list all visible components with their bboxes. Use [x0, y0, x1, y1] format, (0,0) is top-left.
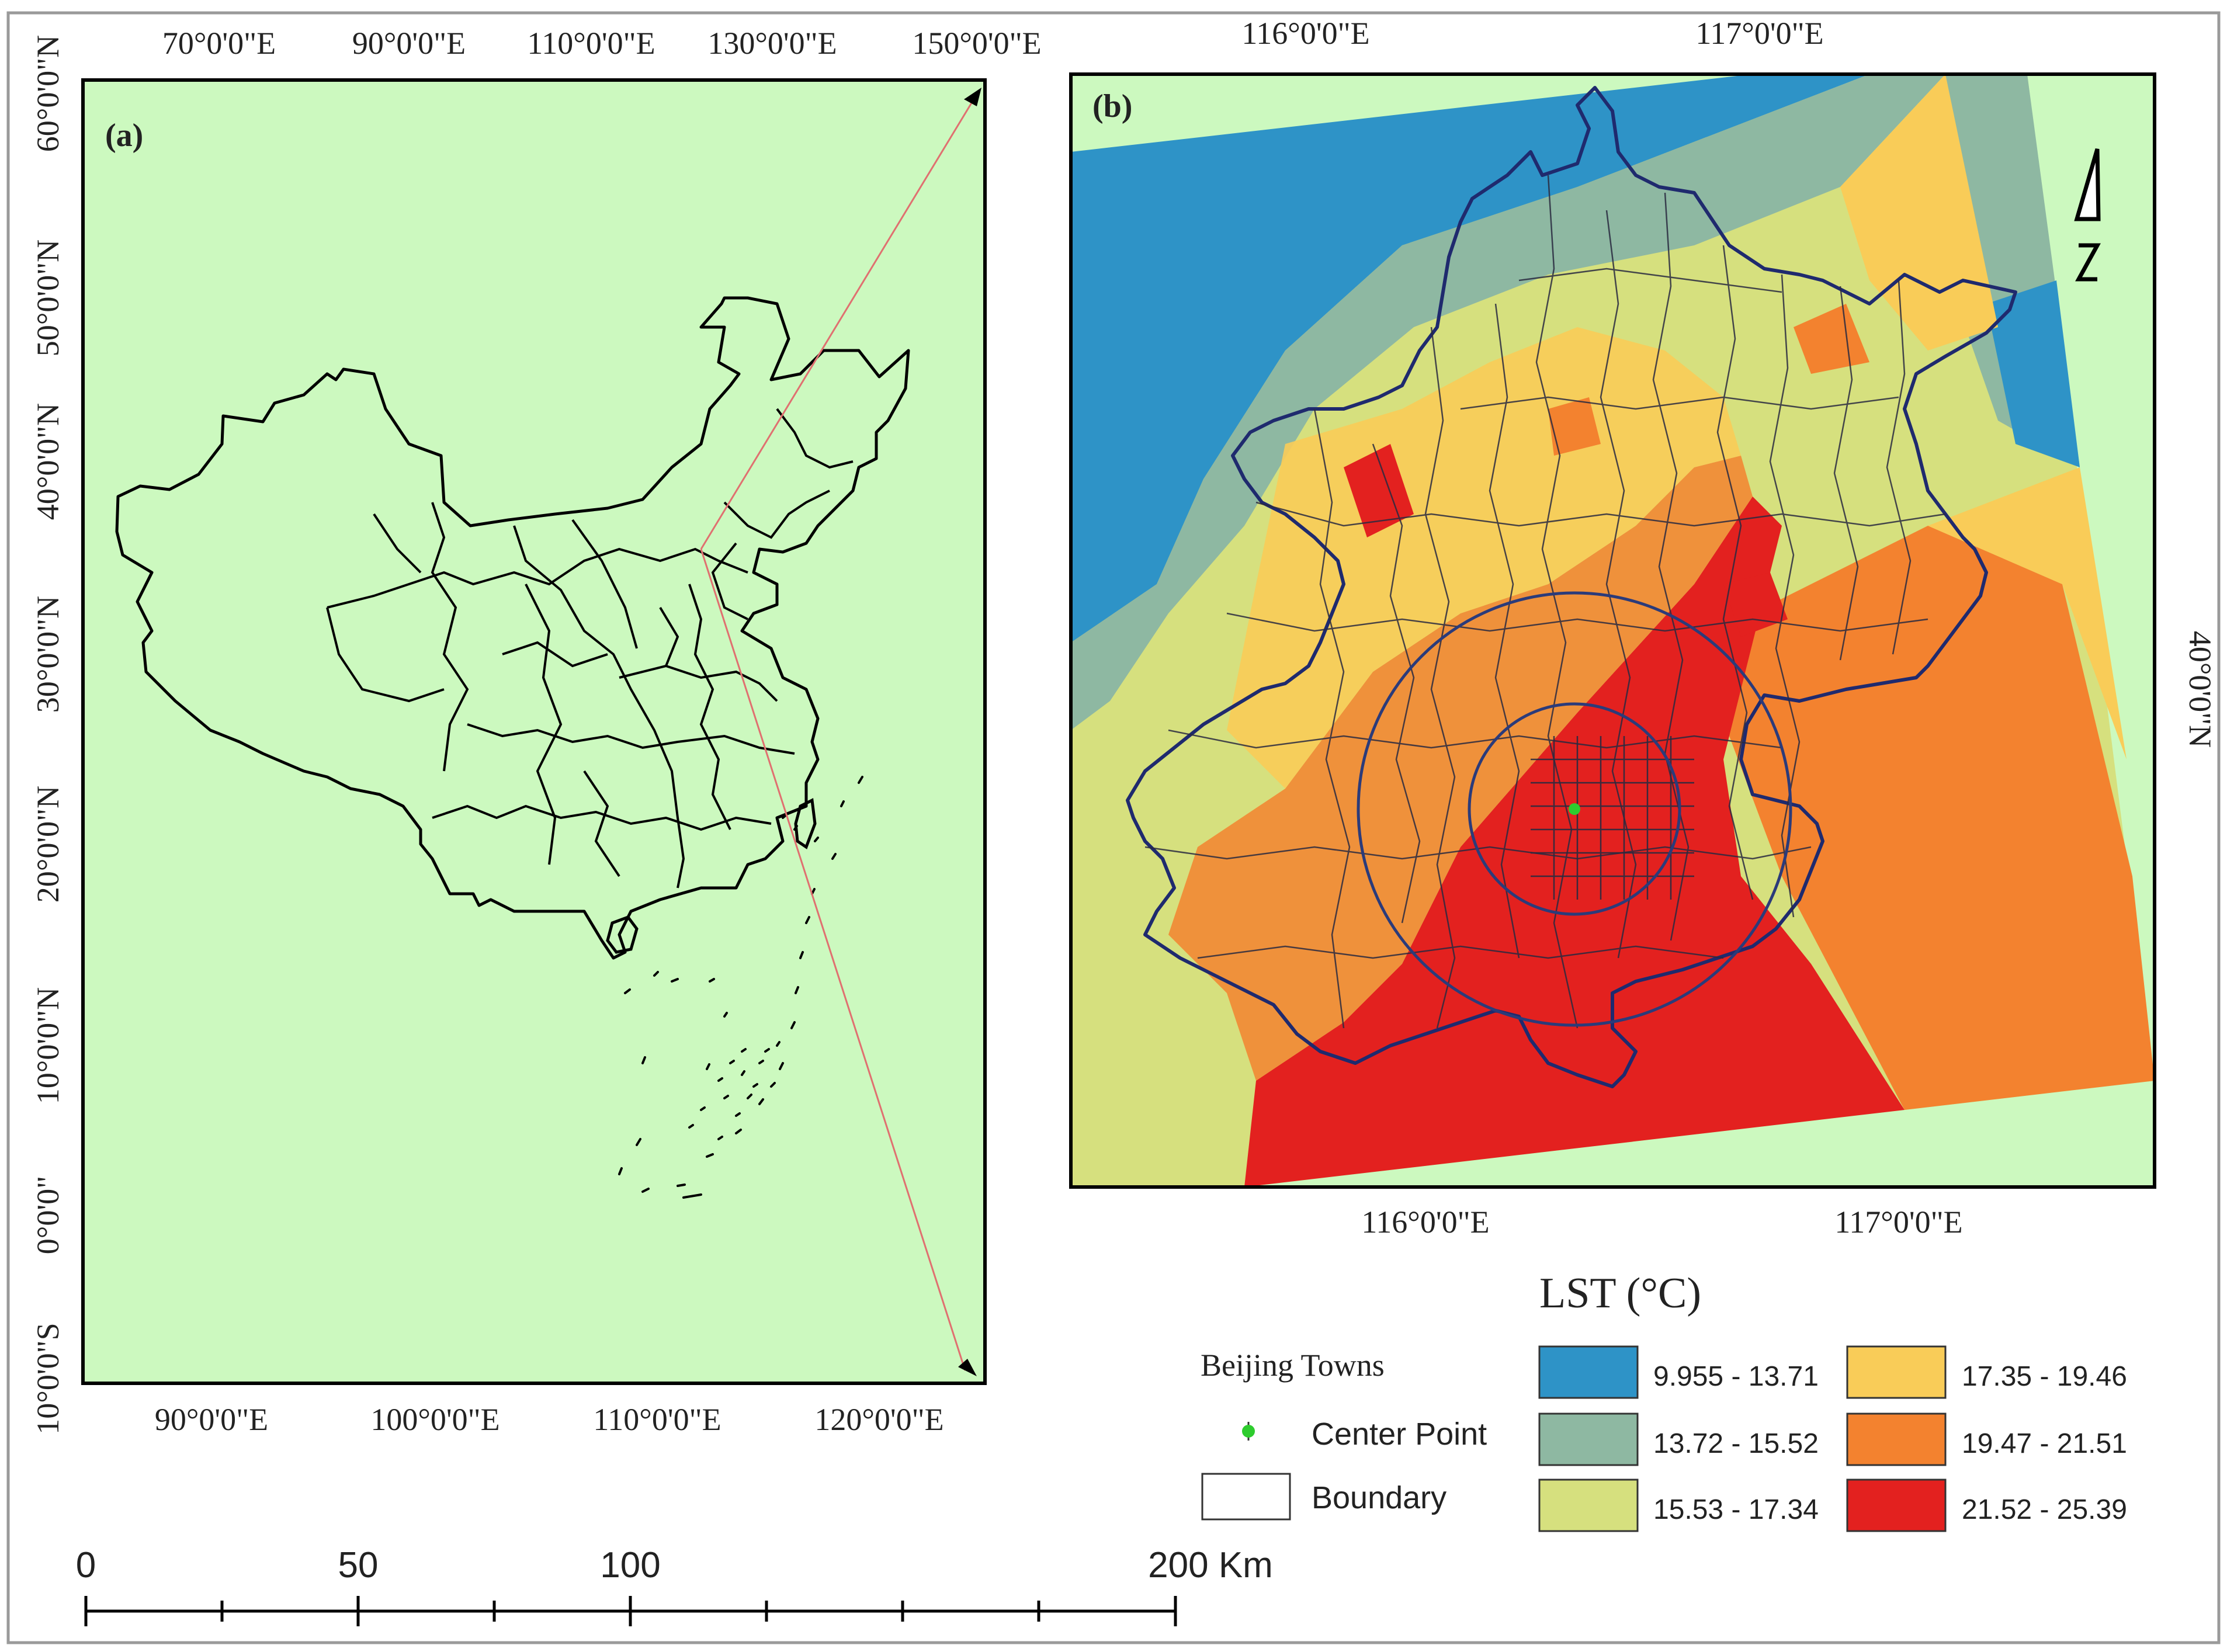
tick-label: 100°0'0"E — [370, 1402, 499, 1437]
center-point-marker — [1569, 803, 1580, 815]
legend-class-6: 21.52 - 25.39 — [1846, 1479, 2127, 1532]
tick-label: 116°0'0"E — [1361, 1205, 1489, 1240]
town-boundaries — [1144, 175, 1946, 1029]
panel-a-frame — [81, 78, 987, 1385]
legend-center-point-label: Center Point — [1312, 1417, 1487, 1452]
panel-b-label: (b) — [1092, 88, 1132, 124]
legend-swatch — [1846, 1479, 1947, 1532]
legend-swatch — [1538, 1345, 1639, 1399]
panel-b-top-ticks: 116°0'0"E 117°0'0"E — [1241, 16, 1823, 51]
legend-class-label: 15.53 - 17.34 — [1653, 1494, 1819, 1525]
legend-class-2: 13.72 - 15.52 — [1538, 1412, 1819, 1466]
north-arrow-icon — [2074, 148, 2101, 282]
tick-label: 30°0'0"N — [30, 596, 65, 713]
distance-rings — [1357, 591, 1792, 1027]
legend-swatch — [1538, 1479, 1639, 1532]
legend-swatch — [1846, 1412, 1947, 1466]
corner-arrow-bottom — [958, 1359, 977, 1376]
tick-label: 120°0'0"E — [814, 1402, 943, 1437]
tick-label: 0°0'0" — [30, 1176, 65, 1254]
hainan-outline — [606, 915, 639, 954]
legend: LST (°C) Beijing Towns Center Point Boun… — [1201, 1269, 2127, 1532]
tick-label: 20°0'0"N — [30, 786, 65, 903]
legend-center-point-entry: Center Point — [1242, 1417, 1487, 1452]
panel-a-china-map: (a) — [30, 26, 1042, 1437]
panel-b-frame — [1069, 72, 2156, 1189]
legend-swatch — [1846, 1345, 1947, 1399]
legend-class-label: 9.955 - 13.71 — [1653, 1361, 1819, 1392]
tick-label: 90°0'0"E — [352, 26, 466, 61]
legend-class-4: 17.35 - 19.46 — [1846, 1345, 2127, 1399]
tick-label: 50°0'0"N — [30, 240, 65, 356]
panel-a-label: (a) — [105, 117, 143, 154]
taiwan-outline — [794, 798, 817, 849]
legend-towns-title: Beijing Towns — [1201, 1348, 1385, 1383]
legend-boundary-entry: Boundary — [1201, 1473, 1446, 1521]
panel-a-left-ticks: 60°0'0"N 50°0'0"N 40°0'0"N 30°0'0"N 20°0… — [30, 35, 65, 1435]
urban-core-boundaries — [1531, 736, 1694, 900]
boundary-swatch — [1201, 1473, 1291, 1521]
scale-label: 100 — [600, 1545, 660, 1585]
tick-label: 10°0'0"N — [30, 987, 65, 1104]
legend-class-label: 19.47 - 21.51 — [1962, 1428, 2127, 1459]
panel-b-right-tick: 40°0'0"N — [2183, 631, 2218, 748]
tick-label: 116°0'0"E — [1241, 16, 1369, 51]
legend-class-label: 21.52 - 25.39 — [1962, 1494, 2127, 1525]
china-outline — [115, 296, 910, 960]
beijing-boundary — [1126, 86, 2017, 1088]
province-boundaries — [326, 408, 854, 889]
legend-class-1: 9.955 - 13.71 — [1538, 1345, 1819, 1399]
scale-label: 200 Km — [1148, 1545, 1273, 1585]
legend-class-label: 13.72 - 15.52 — [1653, 1428, 1819, 1459]
scale-bar: 0 50 100 200 Km — [76, 1545, 1273, 1626]
center-point-swatch — [1242, 1425, 1255, 1438]
legend-class-label: 17.35 - 19.46 — [1962, 1361, 2127, 1392]
tick-label: 70°0'0"E — [162, 26, 276, 61]
tick-label: 60°0'0"N — [30, 35, 65, 152]
legend-boundary-label: Boundary — [1312, 1480, 1446, 1515]
figure-frame — [6, 11, 2221, 1644]
legend-title: LST (°C) — [1539, 1269, 1701, 1317]
corner-arrow-top — [964, 88, 981, 106]
tick-label: 117°0'0"E — [1695, 16, 1823, 51]
tick-label: 90°0'0"E — [155, 1402, 268, 1437]
legend-class-5: 19.47 - 21.51 — [1846, 1412, 2127, 1466]
scale-label: 0 — [76, 1545, 96, 1585]
panel-a-top-ticks: 70°0'0"E 90°0'0"E 110°0'0"E 130°0'0"E 15… — [162, 26, 1042, 61]
panel-a-guide-lines — [700, 98, 976, 1371]
tick-label: 150°0'0"E — [912, 26, 1041, 61]
tick-label: 130°0'0"E — [707, 26, 837, 61]
tick-label: 110°0'0"E — [527, 26, 655, 61]
tick-label: 110°0'0"E — [593, 1402, 721, 1437]
scale-label: 50 — [338, 1545, 379, 1585]
tick-label: 117°0'0"E — [1834, 1205, 1962, 1240]
tick-label: 40°0'0"N — [30, 403, 65, 520]
tick-label: 10°0'0"S — [30, 1323, 65, 1434]
legend-class-3: 15.53 - 17.34 — [1538, 1479, 1819, 1532]
panel-b-beijing-lst-map: (b) 116°0'0"E 117°0'0"E 116°0'0"E 117°0'… — [1069, 16, 2218, 1240]
panel-b-bottom-ticks: 116°0'0"E 117°0'0"E — [1361, 1205, 1962, 1240]
legend-swatch — [1538, 1412, 1639, 1466]
panel-a-bottom-ticks: 90°0'0"E 100°0'0"E 110°0'0"E 120°0'0"E — [155, 1402, 944, 1437]
